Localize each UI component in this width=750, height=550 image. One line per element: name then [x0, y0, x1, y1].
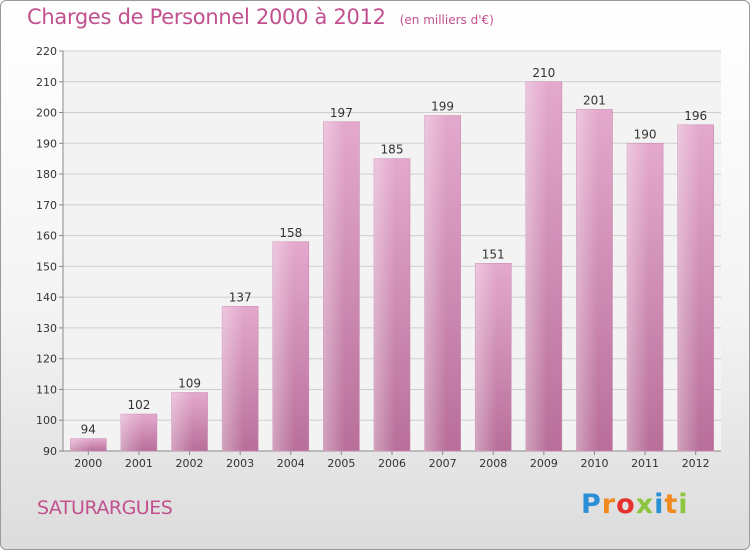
y-tick-label: 210: [36, 76, 57, 89]
x-tick-label-2001: 2001: [125, 457, 153, 470]
bar-highlight: [171, 392, 208, 451]
x-tick-label-2010: 2010: [580, 457, 608, 470]
x-tick-label-2004: 2004: [277, 457, 305, 470]
data-label-2000: 94: [81, 423, 96, 437]
logo-letter: r: [601, 489, 617, 520]
bar-highlight: [424, 115, 461, 451]
y-tick-label: 170: [36, 199, 57, 212]
data-label-2003: 137: [229, 290, 252, 304]
y-tick-label: 130: [36, 322, 57, 335]
x-tick-label-2011: 2011: [631, 457, 659, 470]
logo-letter: o: [616, 489, 636, 520]
logo-letter: P: [581, 489, 602, 520]
y-tick-label: 220: [36, 45, 57, 58]
data-label-2007: 199: [431, 100, 454, 114]
chart-subtitle: (en milliers d'€): [399, 13, 494, 27]
bar-highlight: [374, 158, 410, 451]
y-tick-label: 110: [36, 383, 57, 396]
y-tick-label: 160: [36, 230, 57, 243]
y-tick-label: 200: [36, 107, 57, 120]
chart-title: Charges de Personnel 2000 à 2012: [27, 5, 386, 29]
y-tick-label: 100: [36, 414, 57, 427]
bar-highlight: [475, 263, 512, 451]
y-tick-label: 120: [36, 353, 57, 366]
logo-letter: i: [678, 489, 689, 520]
data-label-2004: 158: [279, 226, 302, 240]
bar-highlight: [627, 143, 664, 452]
y-tick-label: 150: [36, 260, 57, 273]
logo-letter: t: [664, 489, 679, 520]
bar-highlight: [323, 121, 360, 452]
logo-letter: x: [635, 489, 655, 520]
y-tick-label: 140: [36, 291, 57, 304]
y-tick-label: 180: [36, 168, 57, 181]
bar-highlight: [70, 438, 107, 451]
bar-highlight: [120, 414, 157, 451]
commune-name: SATURARGUES: [37, 497, 173, 519]
proxiti-logo: Proxiti: [581, 489, 689, 520]
bar-highlight: [272, 241, 309, 451]
x-tick-label-2002: 2002: [176, 457, 204, 470]
x-tick-label-2007: 2007: [429, 457, 457, 470]
x-tick-label-2006: 2006: [378, 457, 406, 470]
x-tick-label-2009: 2009: [530, 457, 558, 470]
x-tick-label-2012: 2012: [682, 457, 710, 470]
y-tick-label: 90: [43, 445, 57, 458]
bar-highlight: [222, 306, 259, 451]
y-tick-label: 190: [36, 137, 57, 150]
logo-letter: i: [654, 489, 665, 520]
x-tick-label-2003: 2003: [226, 457, 254, 470]
data-label-2012: 196: [684, 109, 707, 123]
bar-highlight: [677, 124, 714, 451]
data-label-2011: 190: [634, 127, 657, 141]
x-tick-label-2008: 2008: [479, 457, 507, 470]
x-tick-label-2005: 2005: [327, 457, 355, 470]
data-label-2008: 151: [482, 247, 505, 261]
data-label-2001: 102: [127, 398, 150, 412]
data-label-2005: 197: [330, 106, 353, 120]
data-label-2009: 210: [532, 66, 555, 80]
bar-highlight: [525, 81, 562, 452]
title-row: Charges de Personnel 2000 à 2012 (en mill…: [27, 5, 494, 29]
bar-highlight: [576, 109, 613, 451]
data-label-2006: 185: [381, 143, 404, 157]
data-label-2010: 201: [583, 93, 606, 107]
data-label-2002: 109: [178, 377, 201, 391]
x-tick-label-2000: 2000: [74, 457, 102, 470]
